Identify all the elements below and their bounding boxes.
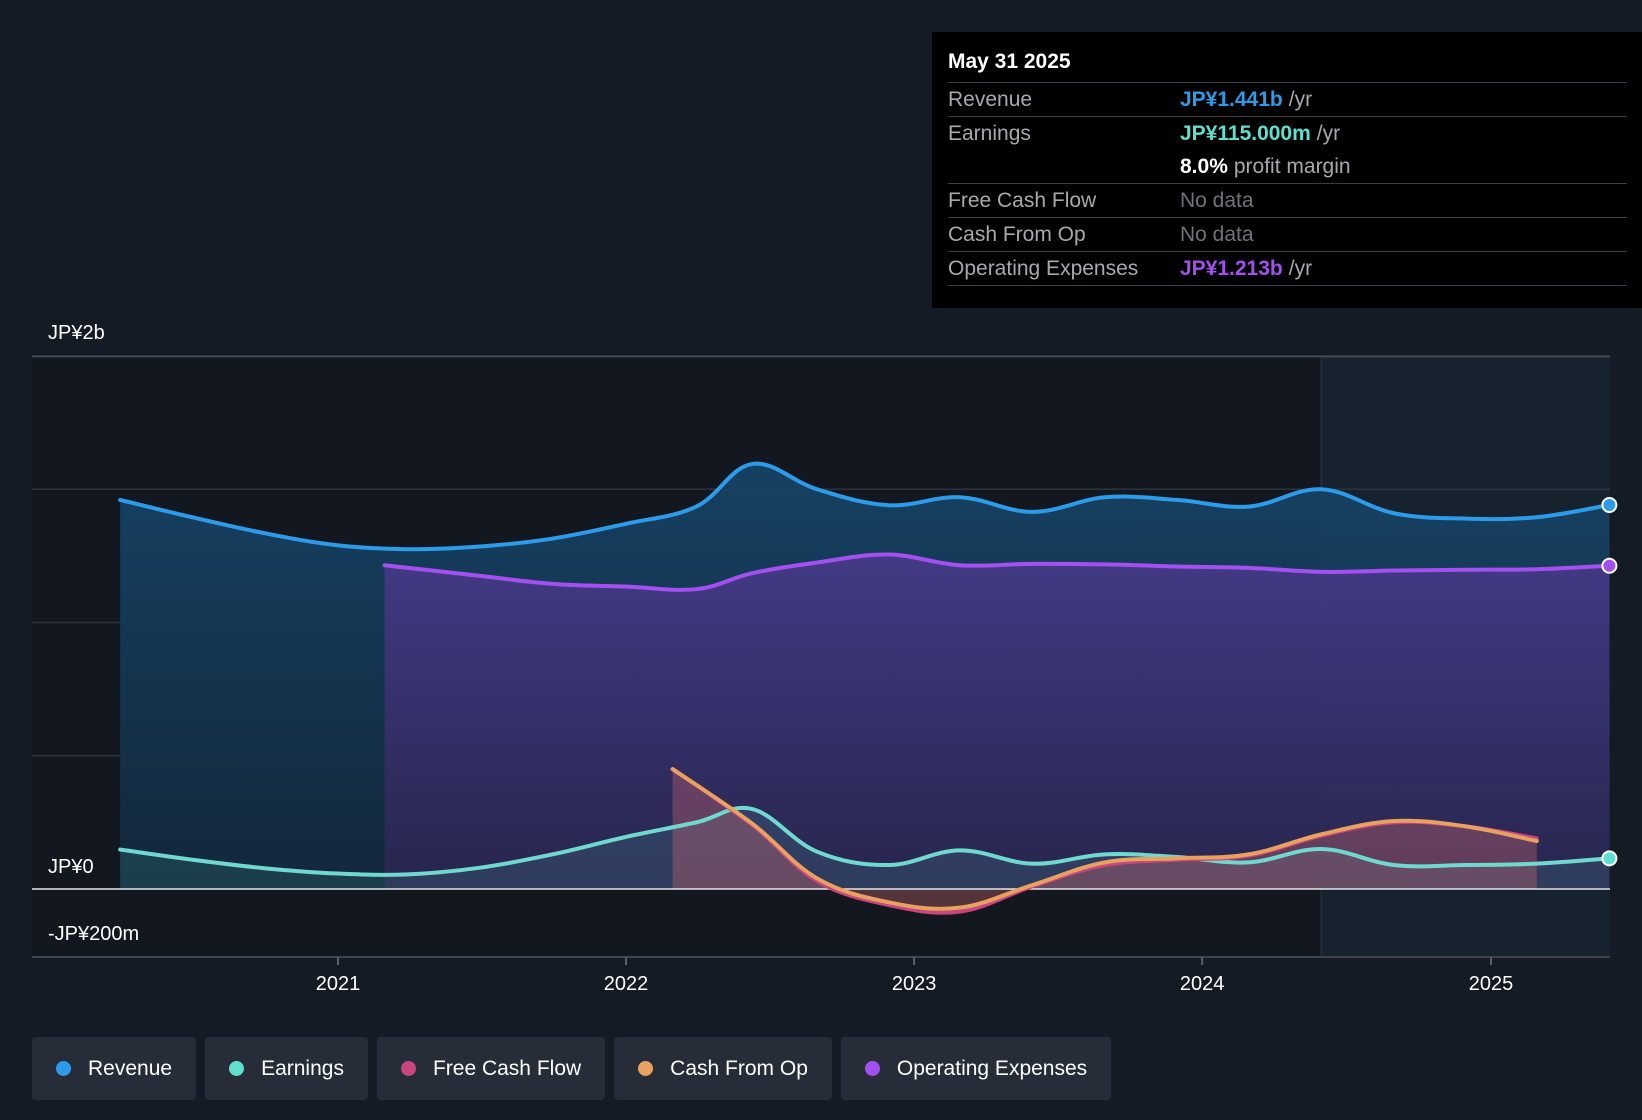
tooltip-row-label: Earnings <box>948 121 1031 145</box>
x-tick-label-2023: 2023 <box>892 973 937 995</box>
y-axis: JP¥2b JP¥0 -JP¥200m <box>48 322 139 945</box>
tooltip-row-label: Cash From Op <box>948 222 1086 246</box>
tooltip-row: 8.0% profit margin <box>948 150 1627 183</box>
legend-item-revenue[interactable]: Revenue <box>32 1037 197 1100</box>
tooltip-row: Earnings JP¥115.000m/yr <box>948 116 1627 150</box>
cash-from-op-area <box>672 769 1537 909</box>
operating-expenses-end-point <box>1601 557 1618 574</box>
legend-label: Cash From Op <box>670 1056 808 1080</box>
tooltip-row-value: 8.0% <box>1180 154 1228 178</box>
earnings-area <box>120 807 1610 889</box>
tooltip-panel: May 31 2025 Revenue JP¥1.441b/yr Earnings J… <box>932 32 1642 308</box>
legend-label: Earnings <box>261 1056 344 1080</box>
tooltip-row-unit: profit margin <box>1233 154 1351 178</box>
earnings-end-point <box>1601 850 1618 867</box>
x-tick-label-2025: 2025 <box>1469 973 1514 995</box>
revenue-end-point <box>1601 496 1618 513</box>
y-tick-label-zero: JP¥0 <box>48 856 94 878</box>
tooltip-row-label: Free Cash Flow <box>948 188 1097 212</box>
legend-dot-icon <box>864 1061 880 1076</box>
x-tick-label-2022: 2022 <box>604 973 649 995</box>
tooltip-row-unit: /yr <box>1316 121 1341 145</box>
tooltip-rows: Revenue JP¥1.441b/yr Earnings JP¥115.000m/y… <box>948 82 1627 286</box>
tooltip-row-unit: /yr <box>1288 256 1313 280</box>
earnings-line <box>118 805 1612 877</box>
free-cash-flow-area <box>672 769 1537 913</box>
legend-label: Operating Expenses <box>896 1056 1088 1080</box>
legend-dot-icon <box>229 1061 245 1076</box>
legend-item-free-cash-flow[interactable]: Free Cash Flow <box>376 1037 606 1100</box>
tooltip-row-unit: /yr <box>1288 87 1313 111</box>
legend: Revenue Earnings Free Cash Flow Cash From O… <box>32 1037 1112 1100</box>
legend-dot-icon <box>56 1061 71 1076</box>
x-tick-label-2021: 2021 <box>316 973 361 995</box>
y-tick-label-bottom: -JP¥200m <box>48 923 139 945</box>
legend-item-operating-expenses[interactable]: Operating Expenses <box>840 1037 1112 1100</box>
tooltip-row: Cash From Op No data <box>948 217 1627 251</box>
legend-label: Free Cash Flow <box>432 1056 582 1080</box>
tooltip-row-value: JP¥1.213b <box>1180 256 1283 280</box>
operating-expenses-line <box>382 552 1612 592</box>
tooltip-row-value: JP¥115.000m <box>1180 121 1311 145</box>
legend-dot-icon <box>400 1061 416 1076</box>
legend-item-earnings[interactable]: Earnings <box>205 1037 368 1100</box>
operating-expenses-area <box>384 554 1610 889</box>
series-lines <box>32 461 1612 915</box>
tooltip-row-label: Operating Expenses <box>948 256 1139 280</box>
cash-from-op-line <box>670 767 1539 911</box>
tooltip-row: Revenue JP¥1.441b/yr <box>948 82 1627 116</box>
tooltip-row-value: No data <box>1180 222 1254 246</box>
series-end-dots <box>1601 496 1618 867</box>
legend-dot-icon <box>638 1061 654 1076</box>
tooltip-row-value: JP¥1.441b <box>1180 87 1283 111</box>
series-areas <box>120 463 1610 913</box>
x-axis: 2021 2022 2023 2024 2025 <box>32 956 1610 995</box>
revenue-line <box>118 461 1612 552</box>
tooltip-row: Free Cash Flow No data <box>948 183 1627 217</box>
tooltip-row: Operating Expenses JP¥1.213b/yr <box>948 251 1627 286</box>
tooltip-row-label: Revenue <box>948 87 1033 111</box>
x-tick-label-2024: 2024 <box>1180 973 1225 995</box>
y-tick-label-top: JP¥2b <box>48 322 105 344</box>
legend-item-cash-from-op[interactable]: Cash From Op <box>614 1037 832 1100</box>
legend-label: Revenue <box>88 1056 173 1080</box>
tooltip-date: May 31 2025 <box>948 50 1071 73</box>
tooltip-row-value: No data <box>1180 188 1254 212</box>
